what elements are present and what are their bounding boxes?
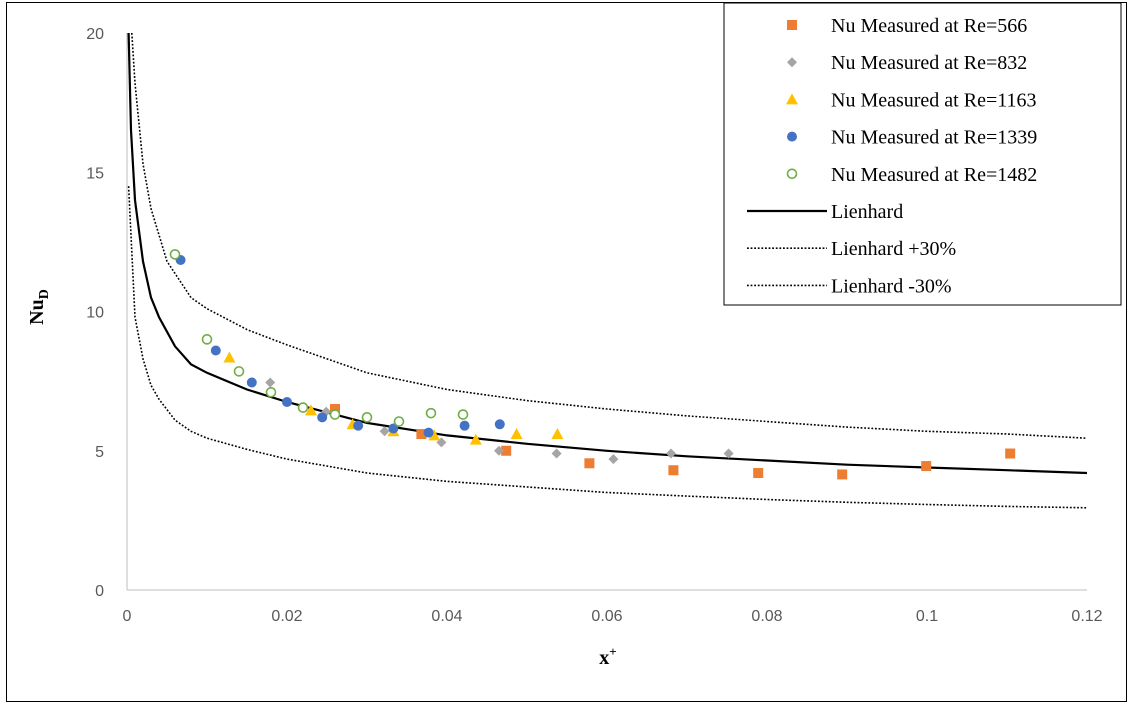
series-line-6: [131, 32, 1088, 439]
data-point-series-0: [668, 465, 679, 476]
data-point-series-3: [353, 420, 364, 431]
data-point-series-0: [584, 458, 595, 469]
plot-area: [127, 32, 1088, 509]
x-tick-label: 0.02: [271, 608, 302, 625]
legend-item: Lienhard -30%: [747, 275, 952, 297]
data-point-series-3: [210, 345, 221, 356]
legend-item: Nu Measured at Re=1339: [787, 127, 1037, 149]
axes: [126, 33, 1087, 591]
y-axis-title: NuD: [26, 289, 52, 325]
data-point-series-4: [201, 334, 213, 345]
x-tick-label: 0: [123, 608, 132, 625]
data-point-series-1: [265, 377, 276, 388]
data-point-series-3: [246, 377, 257, 388]
data-point-series-3: [494, 419, 505, 430]
legend-item: Nu Measured at Re=832: [787, 52, 1027, 74]
data-point-series-1: [551, 448, 562, 459]
legend-label: Lienhard: [831, 201, 903, 223]
legend-item: Nu Measured at Re=566: [787, 15, 1027, 37]
data-point-series-0: [416, 429, 427, 440]
data-point-series-2: [223, 351, 236, 363]
data-point-series-2: [428, 429, 441, 441]
legend-label: Nu Measured at Re=566: [831, 15, 1027, 37]
data-point-series-4: [233, 366, 245, 377]
legend-label: Nu Measured at Re=1163: [831, 89, 1037, 111]
legend-marker: [786, 168, 798, 180]
legend-marker: [787, 131, 797, 142]
data-point-series-0: [1005, 448, 1016, 459]
x-tick-label: 0.12: [1071, 608, 1102, 625]
data-point-series-2: [510, 428, 523, 440]
y-tick-label: 0: [95, 583, 104, 600]
legend-label: Nu Measured at Re=1482: [831, 164, 1037, 186]
data-point-series-3: [317, 412, 328, 423]
y-tick-label: 20: [86, 26, 104, 43]
legend-item: Lienhard +30%: [747, 238, 956, 260]
x-tick-label: 0.08: [751, 608, 782, 625]
data-point-series-1: [494, 445, 504, 456]
legend-label: Nu Measured at Re=832: [831, 52, 1027, 74]
legend: Nu Measured at Re=566 Nu Measured at Re=8…: [723, 2, 1122, 306]
data-point-series-3: [459, 420, 470, 431]
data-point-series-1: [666, 448, 676, 459]
data-point-series-1: [608, 454, 619, 465]
legend-label: Lienhard -30%: [831, 275, 952, 297]
legend-marker: [787, 20, 797, 30]
legend-item: Lienhard: [747, 201, 903, 223]
data-point-series-4: [329, 409, 341, 420]
legend-item: Nu Measured at Re=1163: [786, 89, 1037, 111]
legend-label: Nu Measured at Re=1339: [831, 127, 1037, 149]
y-tick-label: 10: [86, 305, 104, 322]
legend-marker: [787, 57, 797, 68]
series-line-7: [127, 186, 1088, 509]
data-point-series-4: [297, 402, 309, 413]
data-point-series-0: [837, 469, 848, 480]
data-point-series-4: [457, 409, 469, 420]
data-point-series-1: [379, 426, 390, 437]
y-tick-labels: 0 5 10 15 20: [86, 26, 104, 600]
x-axis-title: x+: [599, 644, 616, 669]
x-tick-labels: 0 0.02 0.04 0.06 0.08 0.1 0.12: [123, 608, 1103, 625]
data-point-series-2: [305, 404, 317, 416]
data-point-series-2: [551, 428, 564, 440]
data-point-series-4: [425, 407, 437, 419]
data-point-series-4: [393, 416, 405, 427]
data-point-series-0: [753, 468, 764, 479]
data-point-series-3: [423, 427, 434, 438]
data-point-series-0: [921, 461, 932, 472]
legend-label: Lienhard +30%: [831, 238, 956, 260]
data-point-series-4: [169, 249, 181, 260]
data-point-series-0: [501, 445, 512, 456]
data-point-series-0: [330, 403, 340, 414]
x-tick-label: 0.1: [916, 608, 938, 625]
data-point-series-3: [388, 423, 399, 434]
data-point-series-4: [265, 386, 277, 398]
legend-marker: [786, 93, 798, 105]
data-point-series-4: [361, 412, 373, 423]
y-tick-label: 15: [86, 165, 104, 182]
legend-item: Nu Measured at Re=1482: [786, 164, 1037, 186]
legend-box: [723, 2, 1122, 306]
x-tick-label: 0.04: [431, 608, 462, 625]
data-point-series-2: [469, 433, 482, 445]
x-tick-label: 0.06: [591, 608, 622, 625]
data-point-series-1: [723, 448, 734, 459]
data-point-series-3: [282, 397, 292, 408]
y-tick-label: 5: [95, 444, 104, 461]
